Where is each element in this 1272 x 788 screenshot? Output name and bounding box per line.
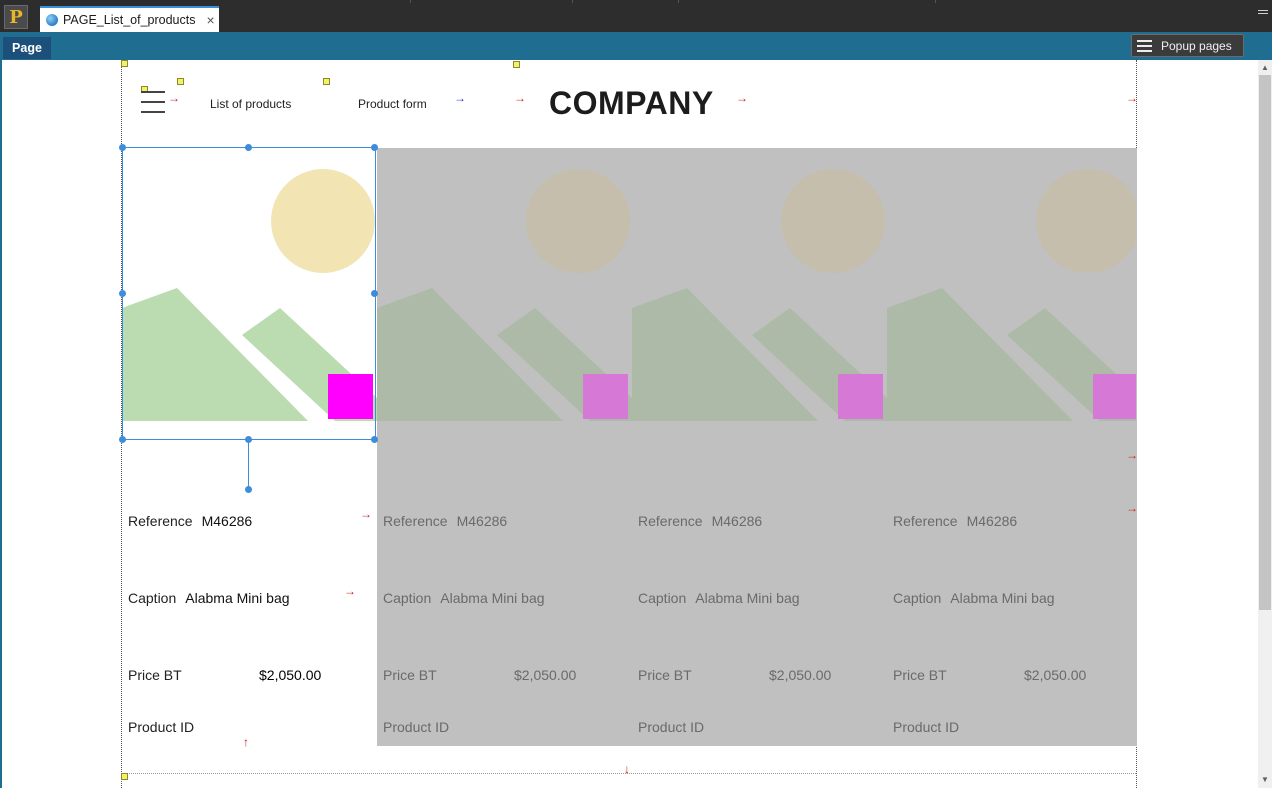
price-label: Price BT (893, 667, 947, 683)
price-label: Price BT (128, 667, 182, 683)
arrow-right-icon: → (1126, 91, 1138, 105)
resize-handle[interactable] (119, 144, 126, 151)
image-placeholder-icon[interactable] (377, 148, 632, 440)
arrow-right-icon: → (360, 507, 372, 521)
caption-label: Caption (638, 590, 687, 606)
anchor-marker[interactable] (121, 773, 128, 780)
reference-label: Reference (893, 513, 958, 529)
page-toolbar (0, 32, 1272, 60)
arrow-right-icon: → (454, 91, 466, 105)
caption-value: Alabma Mini bag (440, 590, 545, 606)
resize-handle[interactable] (245, 144, 252, 151)
reference-value: M46286 (711, 513, 763, 529)
selection-box[interactable] (122, 147, 376, 440)
caption-value: Alabma Mini bag (695, 590, 800, 606)
image-placeholder-icon[interactable] (887, 148, 1136, 440)
reference-value: M46286 (456, 513, 508, 529)
arrow-right-icon: → (1126, 448, 1138, 462)
product-id-label: Product ID (128, 719, 195, 735)
arrow-right-icon: → (736, 91, 748, 105)
popup-pages-button[interactable]: Popup pages (1131, 34, 1244, 57)
anchor-marker[interactable] (323, 78, 330, 85)
caption-label: Caption (893, 590, 942, 606)
resize-handle[interactable] (119, 436, 126, 443)
scroll-down-icon[interactable]: ▼ (1261, 774, 1269, 784)
arrow-right-icon: → (1126, 501, 1138, 515)
arrow-right-icon: → (514, 91, 526, 105)
document-tab[interactable]: PAGE_List_of_products × (40, 6, 219, 32)
anchor-marker[interactable] (177, 78, 184, 85)
reference-value: M46286 (201, 513, 253, 529)
reference-label: Reference (638, 513, 703, 529)
divider (572, 0, 573, 3)
caption-value: Alabma Mini bag (185, 590, 290, 606)
caption-label: Caption (128, 590, 177, 606)
product-card[interactable]: Reference M46286 Caption Alabma Mini bag P… (887, 148, 1136, 746)
app-logo-icon[interactable]: P (4, 5, 28, 29)
arrow-down-icon: ↓ (624, 762, 630, 776)
resize-handle[interactable] (371, 290, 378, 297)
anchor-handle[interactable] (245, 486, 252, 493)
product-id-label: Product ID (638, 719, 705, 735)
anchor-marker[interactable] (513, 61, 520, 68)
product-id-label: Product ID (893, 719, 960, 735)
caption-label: Caption (383, 590, 432, 606)
price-value: $2,050.00 (259, 667, 322, 683)
product-card[interactable]: Reference M46286 Caption Alabma Mini bag P… (632, 148, 887, 746)
price-value: $2,050.00 (514, 667, 577, 683)
resize-handle[interactable] (119, 290, 126, 297)
price-value: $2,050.00 (1024, 667, 1087, 683)
divider (935, 0, 936, 3)
divider (678, 0, 679, 3)
hamburger-icon (1137, 37, 1152, 55)
nav-product-form[interactable]: Product form (358, 97, 427, 111)
arrow-right-icon: → (344, 584, 356, 598)
footer-guide (121, 773, 1136, 774)
page-left-guide (121, 60, 122, 788)
image-placeholder-icon[interactable] (632, 148, 887, 440)
reference-label: Reference (383, 513, 448, 529)
product-card[interactable]: Reference M46286 Caption Alabma Mini bag P… (122, 148, 377, 746)
resize-handle[interactable] (245, 436, 252, 443)
scroll-up-icon[interactable]: ▲ (1261, 62, 1269, 72)
popup-pages-label: Popup pages (1161, 38, 1232, 53)
globe-icon (46, 14, 58, 26)
price-label: Price BT (383, 667, 437, 683)
hamburger-menu-icon[interactable] (141, 91, 165, 121)
price-value: $2,050.00 (769, 667, 832, 683)
price-label: Price BT (638, 667, 692, 683)
arrow-right-icon: → (168, 91, 180, 105)
product-id-label: Product ID (383, 719, 450, 735)
image-placeholder-icon[interactable] (122, 148, 377, 440)
scrollbar-thumb[interactable] (1259, 75, 1271, 610)
company-title: COMPANY (549, 85, 714, 121)
product-card[interactable]: Reference M46286 Caption Alabma Mini bag P… (377, 148, 632, 746)
anchor-marker[interactable] (121, 60, 128, 67)
menu-icon[interactable] (1258, 10, 1268, 16)
caption-value: Alabma Mini bag (950, 590, 1055, 606)
resize-handle[interactable] (371, 144, 378, 151)
arrow-up-icon: ↑ (243, 735, 249, 749)
anchor-stem (248, 440, 249, 490)
repeated-items-overlay (377, 148, 1137, 746)
divider (410, 0, 411, 3)
tab-page[interactable]: Page (3, 37, 51, 59)
close-icon[interactable]: × (206, 12, 215, 28)
reference-label: Reference (128, 513, 193, 529)
reference-value: M46286 (966, 513, 1018, 529)
document-tab-label: PAGE_List_of_products (63, 13, 196, 27)
nav-list-of-products[interactable]: List of products (210, 97, 292, 111)
resize-handle[interactable] (371, 436, 378, 443)
